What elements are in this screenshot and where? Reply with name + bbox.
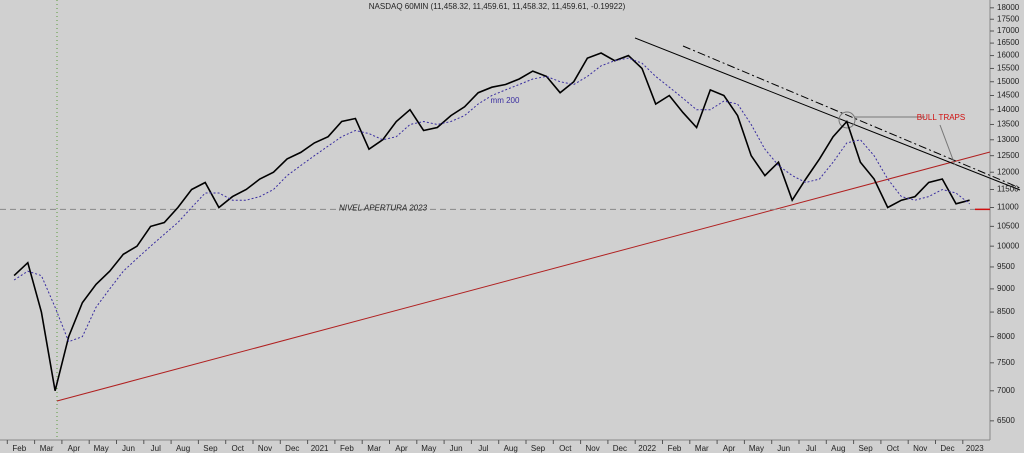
x-tick-label: Jun [777, 444, 790, 453]
y-tick-label: 13500 [997, 120, 1020, 129]
x-tick-label: May [749, 444, 764, 453]
x-tick-label: Oct [559, 444, 572, 453]
y-tick-label: 15000 [997, 77, 1020, 86]
x-tick-label: Dec [285, 444, 299, 453]
trap-circle [838, 111, 856, 129]
y-tick-label: 7500 [997, 358, 1015, 367]
y-tick-label: 17000 [997, 26, 1020, 35]
x-tick-label: Oct [887, 444, 900, 453]
x-tick-label: Dec [613, 444, 627, 453]
chart-title: NASDAQ 60MIN (11,458.32, 11,459.61, 11,4… [369, 2, 626, 11]
x-tick-label: Aug [504, 444, 518, 453]
y-tick-label: 9000 [997, 284, 1015, 293]
x-tick-label: Sep [203, 444, 218, 453]
y-tick-label: 16000 [997, 51, 1020, 60]
y-tick-label: 11500 [997, 185, 1019, 194]
y-tick-label: 6500 [997, 416, 1015, 425]
x-tick-label: Oct [231, 444, 244, 453]
x-tick-label: Jul [151, 444, 161, 453]
annotation: NIVEL APERTURA 2023 [339, 203, 428, 212]
y-tick-label: 15500 [997, 64, 1020, 73]
x-tick-label: Mar [367, 444, 381, 453]
y-tick-label: 8500 [997, 307, 1015, 316]
x-tick-label: Jun [450, 444, 463, 453]
down-trendline [634, 37, 1021, 191]
y-tick-label: 13000 [997, 135, 1020, 144]
x-tick-label: Jul [806, 444, 816, 453]
x-tick-label: 2023 [966, 444, 984, 453]
x-tick-label: Dec [940, 444, 954, 453]
x-tick-label: Apr [395, 444, 408, 453]
support-trendline [56, 151, 991, 402]
annotation: BULL TRAPS [917, 113, 965, 122]
callout-line [939, 124, 956, 166]
x-tick-label: 2021 [311, 444, 329, 453]
x-tick-label: Nov [913, 444, 927, 453]
x-tick-label: Feb [12, 444, 26, 453]
y-tick-label: 12500 [997, 151, 1020, 160]
price-line [13, 52, 970, 391]
y-tick-label: 10000 [997, 241, 1020, 250]
x-tick-label: Apr [723, 444, 736, 453]
y-tick-label: 8000 [997, 332, 1015, 341]
y-tick-label: 14000 [997, 105, 1020, 114]
y-tick-label: 12000 [997, 167, 1020, 176]
x-tick-label: Aug [831, 444, 845, 453]
x-tick-label: Jul [478, 444, 488, 453]
y-tick-label: 17500 [997, 14, 1020, 23]
x-tick-label: Nov [258, 444, 272, 453]
y-tick-label: 11000 [997, 203, 1019, 212]
down-trendline-2 [682, 45, 1021, 189]
x-tick-label: Mar [40, 444, 54, 453]
x-tick-label: Apr [68, 444, 81, 453]
series-label: mm 200 [491, 96, 520, 105]
y-tick-label: 14500 [997, 91, 1020, 100]
x-tick-label: May [94, 444, 109, 453]
x-tick-label: 2022 [638, 444, 656, 453]
x-tick-label: Aug [176, 444, 190, 453]
y-tick-label: 7000 [997, 386, 1015, 395]
y-tick-label: 18000 [997, 3, 1020, 12]
x-tick-label: Jun [122, 444, 135, 453]
y-tick-label: 16500 [997, 38, 1020, 47]
y-tick-label: 9500 [997, 262, 1015, 271]
x-tick-label: Sep [531, 444, 546, 453]
y-tick-label: 10500 [997, 221, 1020, 230]
x-tick-label: Sep [858, 444, 873, 453]
x-tick-label: Mar [695, 444, 709, 453]
x-tick-label: Feb [668, 444, 682, 453]
x-tick-label: May [421, 444, 436, 453]
x-tick-label: Feb [340, 444, 354, 453]
moving-average-line [13, 57, 970, 343]
x-tick-label: Nov [585, 444, 599, 453]
